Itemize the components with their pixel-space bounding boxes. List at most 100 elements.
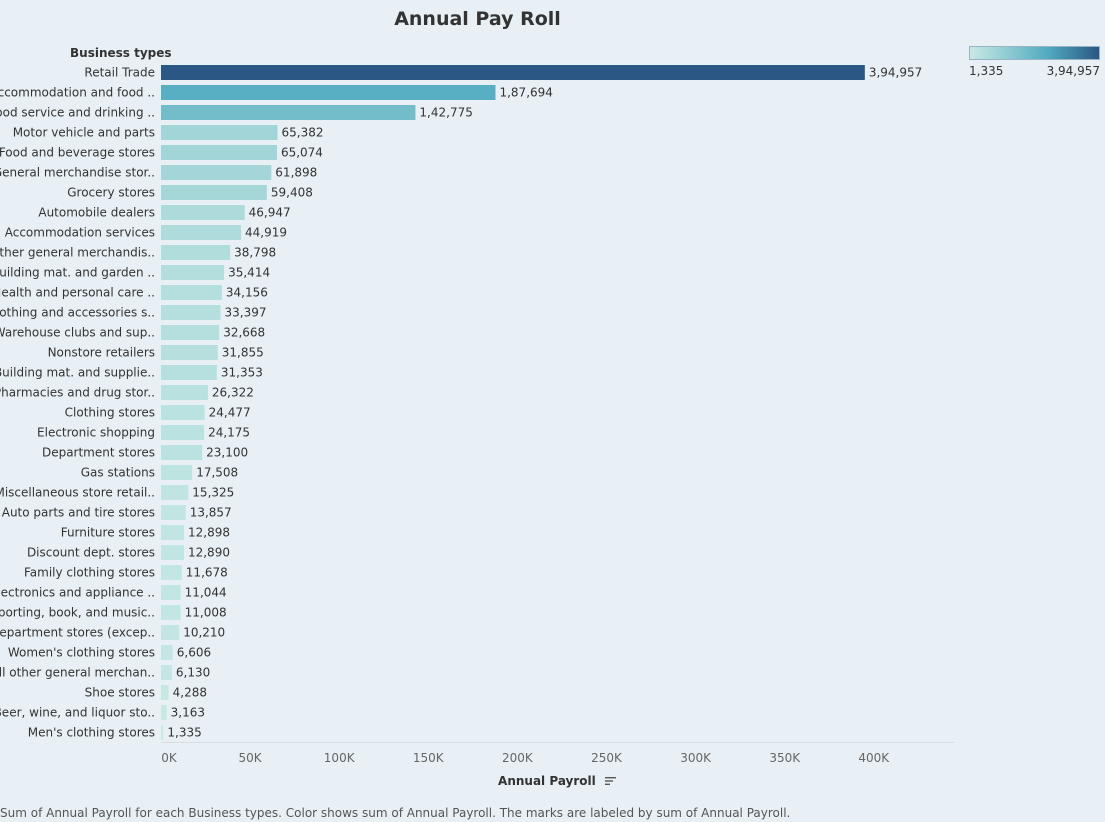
bar[interactable] xyxy=(161,425,205,440)
bar[interactable] xyxy=(161,105,416,120)
bar-value-label: 61,898 xyxy=(275,166,317,180)
color-legend-gradient xyxy=(969,46,1100,60)
bar[interactable] xyxy=(161,685,169,700)
bar[interactable] xyxy=(161,345,218,360)
bar[interactable] xyxy=(161,165,272,180)
category-label[interactable]: Clothing and accessories s.. xyxy=(0,306,155,320)
bar[interactable] xyxy=(161,725,164,740)
x-axis-title[interactable]: Annual Payroll xyxy=(160,774,954,789)
category-label[interactable]: Shoe stores xyxy=(85,686,155,700)
bar-value-label: 24,477 xyxy=(209,406,251,420)
category-label[interactable]: Accommodation services xyxy=(5,226,155,240)
bar[interactable] xyxy=(161,225,242,240)
bar-value-label: 6,130 xyxy=(176,666,210,680)
x-tick-label: 350K xyxy=(769,751,801,765)
row-header[interactable]: Business types xyxy=(70,46,172,60)
category-label[interactable]: Auto parts and tire stores xyxy=(2,506,155,520)
x-tick-label: 0K xyxy=(161,751,178,765)
bar[interactable] xyxy=(161,305,221,320)
bar[interactable] xyxy=(161,285,222,300)
category-label[interactable]: Women's clothing stores xyxy=(8,646,155,660)
bar[interactable] xyxy=(161,605,181,620)
bar-value-label: 1,335 xyxy=(167,726,201,740)
bar[interactable] xyxy=(161,205,245,220)
bar-value-label: 33,397 xyxy=(225,306,267,320)
category-label[interactable]: Discount dept. stores xyxy=(27,546,155,560)
category-label[interactable]: Gas stations xyxy=(81,466,155,480)
bar[interactable] xyxy=(161,505,186,520)
category-label[interactable]: Food and beverage stores xyxy=(0,146,155,160)
bar-value-label: 15,325 xyxy=(192,486,234,500)
bar-value-label: 11,008 xyxy=(185,606,227,620)
category-label[interactable]: Building mat. and garden .. xyxy=(0,266,155,280)
category-label[interactable]: All other general merchan.. xyxy=(0,666,155,680)
bar[interactable] xyxy=(161,585,181,600)
bar-value-label: 26,322 xyxy=(212,386,254,400)
category-label[interactable]: Department stores xyxy=(42,446,155,460)
category-label[interactable]: Warehouse clubs and sup.. xyxy=(0,326,155,340)
category-label[interactable]: Nonstore retailers xyxy=(48,346,155,360)
bar-value-label: 1,87,694 xyxy=(499,86,552,100)
category-label[interactable]: Motor vehicle and parts xyxy=(13,126,155,140)
category-label[interactable]: Automobile dealers xyxy=(38,206,155,220)
bar[interactable] xyxy=(161,625,180,640)
category-label[interactable]: Pharmacies and drug stor.. xyxy=(0,386,155,400)
x-tick-label: 300K xyxy=(680,751,712,765)
bar-value-label: 65,074 xyxy=(281,146,323,160)
bar[interactable] xyxy=(161,445,203,460)
bar[interactable] xyxy=(161,185,267,200)
category-label[interactable]: Health and personal care .. xyxy=(0,286,155,300)
bar[interactable] xyxy=(161,485,189,500)
bar-value-label: 4,288 xyxy=(173,686,207,700)
bar[interactable] xyxy=(161,265,225,280)
legend-max-label: 3,94,957 xyxy=(1046,64,1100,78)
category-label[interactable]: Family clothing stores xyxy=(24,566,155,580)
bar-value-label: 34,156 xyxy=(226,286,268,300)
category-label[interactable]: Furniture stores xyxy=(61,526,155,540)
bar[interactable] xyxy=(161,565,182,580)
bar-value-label: 46,947 xyxy=(249,206,291,220)
bar[interactable] xyxy=(161,465,193,480)
category-label[interactable]: Grocery stores xyxy=(67,186,155,200)
bar[interactable] xyxy=(161,125,278,140)
bar[interactable] xyxy=(161,645,173,660)
chart-caption: Sum of Annual Payroll for each Business … xyxy=(0,806,791,820)
bar-value-label: 12,890 xyxy=(188,546,230,560)
category-label[interactable]: Men's clothing stores xyxy=(28,726,155,740)
bar-value-label: 65,382 xyxy=(282,126,324,140)
bar[interactable] xyxy=(161,325,220,340)
category-label[interactable]: Clothing stores xyxy=(65,406,155,420)
bar-value-label: 23,100 xyxy=(206,446,248,460)
category-label[interactable]: Sporting, book, and music.. xyxy=(0,606,155,620)
bar[interactable] xyxy=(161,145,277,160)
bar[interactable] xyxy=(161,705,167,720)
bar[interactable] xyxy=(161,245,231,260)
bar[interactable] xyxy=(161,665,172,680)
category-label[interactable]: Beer, wine, and liquor sto.. xyxy=(0,706,155,720)
bar-value-label: 12,898 xyxy=(188,526,230,540)
bar-value-label: 44,919 xyxy=(245,226,287,240)
bar-value-label: 24,175 xyxy=(208,426,250,440)
bar-value-label: 35,414 xyxy=(228,266,270,280)
category-label[interactable]: Miscellaneous store retail.. xyxy=(0,486,155,500)
category-label[interactable]: Other general merchandis.. xyxy=(0,246,155,260)
bar[interactable] xyxy=(161,65,865,80)
bar[interactable] xyxy=(161,525,184,540)
bar-value-label: 32,668 xyxy=(223,326,265,340)
x-tick-label: 150K xyxy=(413,751,445,765)
category-label[interactable]: Accommodation and food .. xyxy=(0,86,155,100)
category-label[interactable]: Building mat. and supplie.. xyxy=(0,366,155,380)
bar[interactable] xyxy=(161,365,217,380)
bar[interactable] xyxy=(161,545,184,560)
bar[interactable] xyxy=(161,85,496,100)
bar-value-label: 3,94,957 xyxy=(869,66,922,80)
category-label[interactable]: Retail Trade xyxy=(84,66,155,80)
sort-icon[interactable] xyxy=(604,775,616,789)
category-label[interactable]: Department stores (excep.. xyxy=(0,626,155,640)
category-label[interactable]: Electronic shopping xyxy=(37,426,155,440)
category-label[interactable]: Food service and drinking .. xyxy=(0,106,155,120)
bar[interactable] xyxy=(161,385,208,400)
bar[interactable] xyxy=(161,405,205,420)
category-label[interactable]: General merchandise stor.. xyxy=(0,166,155,180)
category-label[interactable]: Electronics and appliance .. xyxy=(0,586,155,600)
